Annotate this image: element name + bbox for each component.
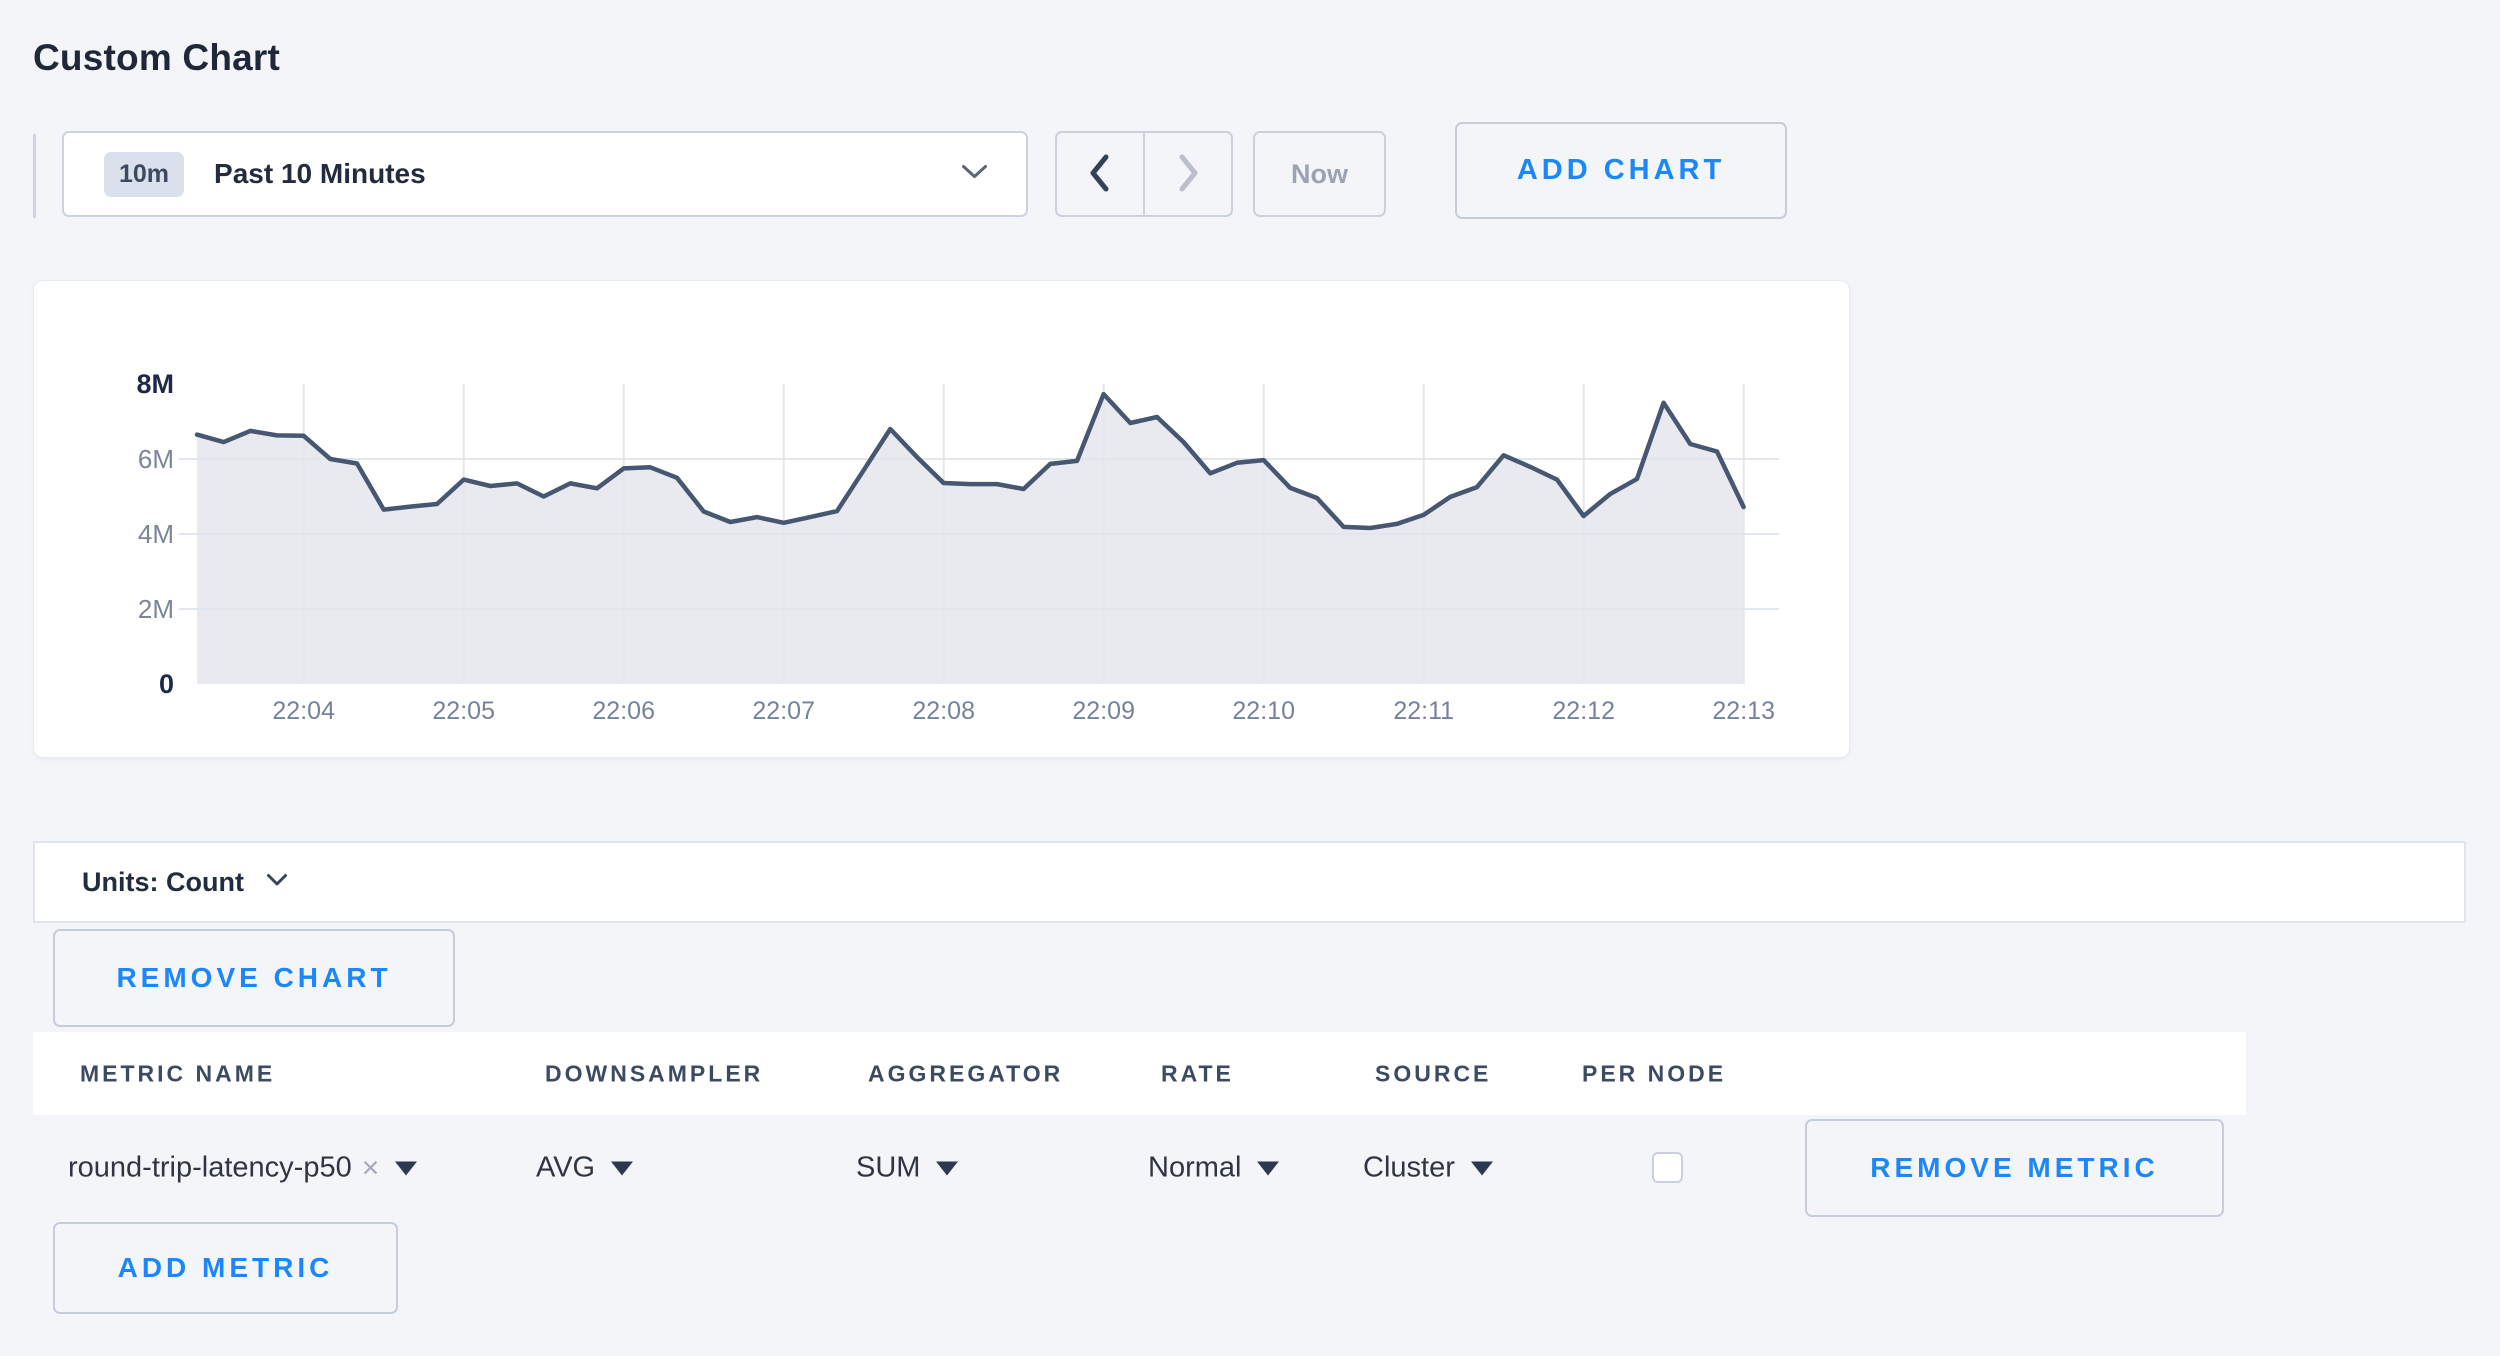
gridlines <box>179 384 1779 684</box>
metric-name-value: round-trip-latency-p50 <box>68 1151 352 1184</box>
time-range-dropdown[interactable]: 10m Past 10 Minutes <box>62 131 1028 217</box>
time-step-button-group <box>1055 131 1233 217</box>
x-axis-labels: 22:04 22:05 22:06 22:07 22:08 22:09 22:10 22:11… <box>272 697 1775 725</box>
svg-text:22:09: 22:09 <box>1072 697 1135 725</box>
y-axis-labels: 8M 6M 4M 2M 0 <box>136 369 174 699</box>
svg-text:22:10: 22:10 <box>1232 697 1295 725</box>
step-forward-button[interactable] <box>1143 133 1231 215</box>
clear-metric-icon[interactable]: × <box>361 1151 380 1184</box>
svg-text:22:11: 22:11 <box>1393 697 1454 725</box>
svg-text:2M: 2M <box>138 594 174 624</box>
svg-text:22:12: 22:12 <box>1552 697 1615 725</box>
col-header-downsampler: DOWNSAMPLER <box>545 1060 764 1086</box>
caret-down-icon <box>611 1161 634 1175</box>
col-header-per-node: PER NODE <box>1582 1060 1727 1086</box>
chevron-left-icon <box>1083 150 1117 199</box>
svg-text:22:08: 22:08 <box>912 697 975 725</box>
caret-down-icon <box>1470 1161 1493 1175</box>
svg-text:4M: 4M <box>138 519 174 549</box>
svg-text:0: 0 <box>159 669 174 699</box>
chevron-down-icon <box>961 164 988 185</box>
downsampler-value: AVG <box>536 1151 596 1184</box>
aggregator-select[interactable]: SUM <box>856 1151 959 1185</box>
caret-down-icon <box>395 1161 418 1175</box>
source-select[interactable]: Cluster <box>1363 1152 1493 1185</box>
col-header-aggregator: AGGREGATOR <box>868 1060 1064 1086</box>
svg-text:22:07: 22:07 <box>752 697 815 725</box>
col-header-metric-name: METRIC NAME <box>80 1060 276 1086</box>
aggregator-value: SUM <box>856 1151 921 1184</box>
time-window-badge: 10m <box>104 151 185 197</box>
chart-card: 8M 6M 4M 2M 0 22:04 22:05 22:06 22:07 22:08 22:09 2… <box>33 280 1850 758</box>
time-window-label: Past 10 Minutes <box>214 158 426 189</box>
downsampler-select[interactable]: AVG <box>536 1151 634 1185</box>
svg-text:8M: 8M <box>136 369 174 399</box>
caret-down-icon <box>1257 1161 1280 1175</box>
caret-down-icon <box>936 1161 959 1175</box>
source-value: Cluster <box>1363 1151 1455 1184</box>
units-label: Units: Count <box>82 866 244 897</box>
svg-text:22:05: 22:05 <box>432 697 495 725</box>
chevron-down-icon <box>266 873 288 892</box>
remove-metric-button[interactable]: REMOVE METRIC <box>1805 1119 2224 1217</box>
per-node-checkbox[interactable] <box>1652 1152 1683 1183</box>
timeseries-chart: 8M 6M 4M 2M 0 22:04 22:05 22:06 22:07 22:08 22:09 2… <box>34 281 1849 757</box>
now-button[interactable]: Now <box>1253 131 1386 217</box>
svg-text:6M: 6M <box>138 444 174 474</box>
svg-text:22:04: 22:04 <box>272 697 335 725</box>
add-metric-button[interactable]: ADD METRIC <box>53 1222 398 1314</box>
add-chart-button[interactable]: ADD CHART <box>1455 122 1787 219</box>
col-header-rate: RATE <box>1161 1060 1234 1086</box>
remove-chart-button[interactable]: REMOVE CHART <box>53 929 455 1027</box>
metric-name-select[interactable]: round-trip-latency-p50 × <box>68 1151 418 1185</box>
rate-select[interactable]: Normal <box>1148 1151 1280 1185</box>
page-title: Custom Chart <box>33 36 281 78</box>
units-dropdown[interactable]: Units: Count <box>33 841 2466 923</box>
step-back-button[interactable] <box>1057 133 1143 215</box>
chevron-right-icon <box>1171 150 1205 199</box>
toolbar-divider <box>33 134 36 218</box>
svg-text:22:13: 22:13 <box>1712 697 1775 725</box>
rate-value: Normal <box>1148 1151 1242 1184</box>
svg-text:22:06: 22:06 <box>592 697 655 725</box>
series-line <box>194 391 1746 531</box>
area-series <box>197 394 1744 684</box>
metrics-table-header: METRIC NAME DOWNSAMPLER AGGREGATOR RATE … <box>33 1032 2246 1115</box>
col-header-source: SOURCE <box>1375 1060 1492 1086</box>
